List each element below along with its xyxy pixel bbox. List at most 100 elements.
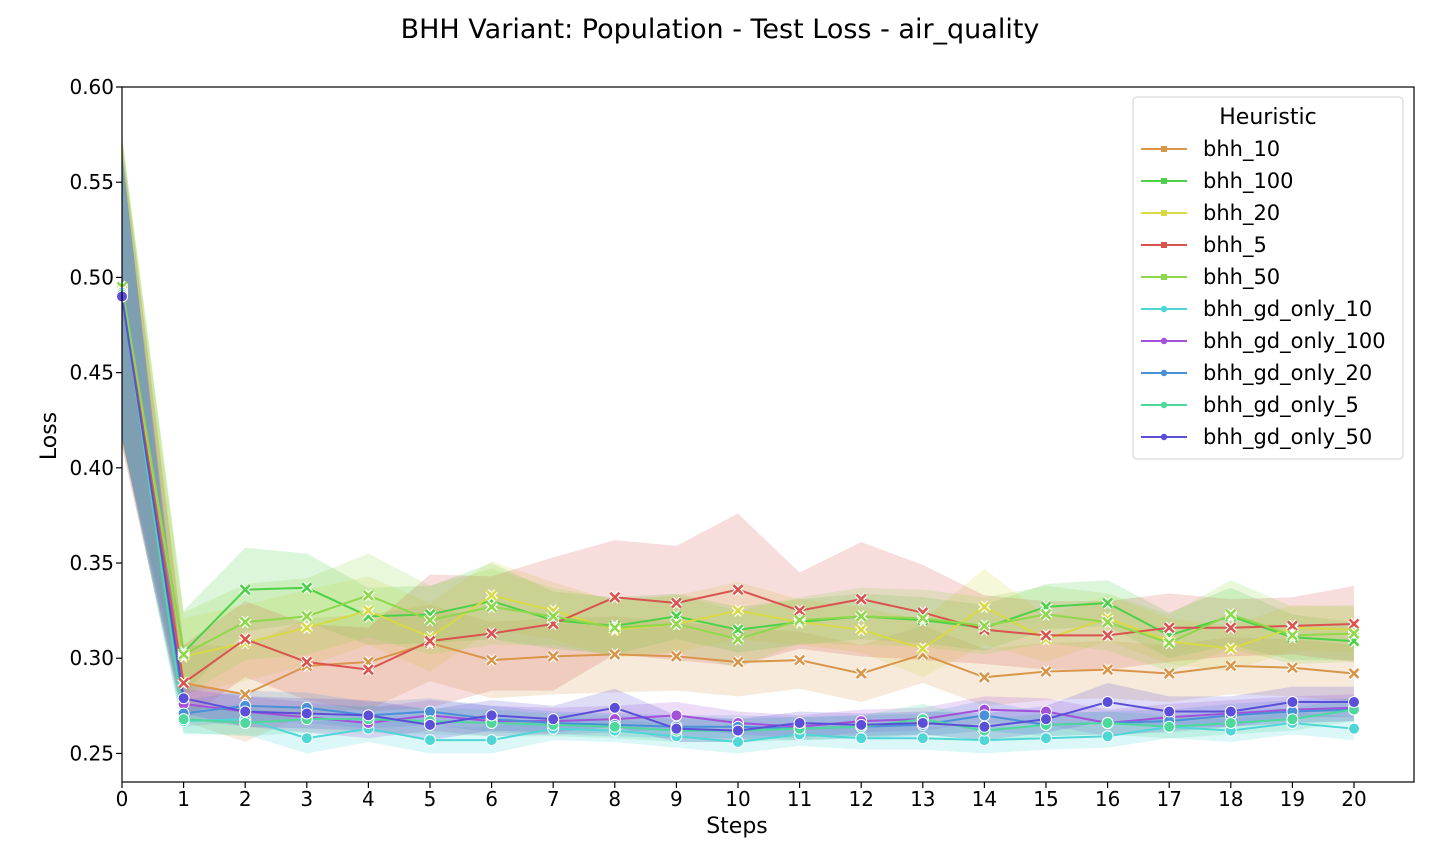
legend-marker [1160,369,1168,377]
point-bhh-gd-only-10 [916,732,929,745]
point-bhh-gd-only-50 [1101,696,1114,709]
point-bhh-5 [854,592,868,606]
legend-item-bhh-100: bhh_100 [1141,169,1294,194]
x-tick-label: 14 [972,787,997,811]
point-bhh-50 [1286,629,1299,642]
x-tick-label: 10 [725,787,750,811]
x-tick-label: 6 [485,787,498,811]
x-tick-label: 19 [1280,787,1305,811]
point-bhh-5 [177,676,190,690]
legend-label: bhh_gd_only_100 [1203,329,1386,354]
point-bhh-10 [1224,659,1238,673]
point-bhh-100 [300,581,314,595]
point-bhh-gd-only-50 [1348,696,1360,709]
legend-item-bhh-gd-only-5: bhh_gd_only_5 [1141,393,1359,418]
point-bhh-5 [1224,621,1238,635]
point-bhh-gd-only-5 [1101,716,1114,729]
point-bhh-50 [978,619,991,633]
y-tick-label: 0.45 [69,361,114,385]
point-bhh-gd-only-5 [177,713,190,726]
point-bhh-20 [300,621,314,635]
legend-label: bhh_gd_only_50 [1203,425,1372,450]
point-bhh-5 [300,655,314,669]
point-bhh-5 [1162,621,1176,635]
x-tick-label: 16 [1095,787,1120,811]
point-bhh-gd-only-50 [239,705,252,718]
legend-box [1132,96,1404,460]
point-bhh-50 [546,610,560,623]
point-bhh-50 [1224,608,1238,621]
band-bhh-100 [122,136,1354,695]
legend-marker [1161,274,1167,280]
x-tick-label: 8 [608,787,621,811]
point-bhh-10 [854,667,868,680]
x-axis-ticks: 0 1 2 3 4 5 6 7 8 9 10 11 12 13 14 15 16 17 18 19 20 [116,782,1367,811]
x-tick-label: 0 [116,787,129,811]
point-bhh-20 [731,604,745,617]
legend-items: bhh_10 bhh_100 bhh_20 bhh_5 bhh_50 bhh_gd_onl… [1141,137,1386,450]
x-tick-label: 9 [670,787,683,811]
point-bhh-10 [1347,667,1361,680]
legend-marker [1160,433,1168,441]
legend-item-bhh-10: bhh_10 [1141,137,1280,162]
point-bhh-50 [177,648,190,661]
y-axis-label: Loss [37,412,62,460]
point-bhh-10 [608,648,622,661]
point-bhh-5 [1101,629,1114,642]
point-bhh-gd-only-50 [1286,696,1299,709]
point-bhh-gd-only-50 [855,718,868,731]
point-bhh-gd-only-50 [1224,705,1237,718]
point-bhh-gd-only-50 [547,713,560,726]
legend-marker [1161,146,1167,152]
point-bhh-20 [1224,642,1238,655]
legend-title: Heuristic [1219,105,1316,130]
x-tick-label: 7 [547,787,560,811]
x-tick-label: 5 [424,787,437,811]
band-bhh-10 [122,140,1354,743]
point-bhh-gd-only-10 [1040,732,1052,745]
point-bhh-gd-only-10 [732,736,744,749]
legend-item-bhh-gd-only-100: bhh_gd_only_100 [1141,329,1386,354]
point-bhh-10 [485,653,498,667]
x-tick-label: 4 [362,787,375,811]
point-bhh-gd-only-20 [978,709,991,722]
chart-title: BHH Variant: Population - Test Loss - ai… [401,14,1040,45]
legend-item-bhh-gd-only-50: bhh_gd_only_50 [1141,425,1372,450]
point-bhh-100 [1101,596,1114,610]
point-bhh-50 [362,589,375,602]
point-bhh-10 [731,655,745,669]
point-bhh-gd-only-50 [978,720,991,733]
point-bhh-gd-only-50 [1040,713,1052,726]
point-bhh-10 [1101,663,1114,676]
x-tick-label: 2 [239,787,252,811]
point-bhh-5 [485,627,498,640]
legend-item-bhh-50: bhh_50 [1141,265,1280,290]
point-bhh-gd-only-50 [732,724,744,737]
point-bhh-gd-only-50 [793,716,806,729]
point-bhh-50 [916,611,930,625]
point-bhh-20 [978,600,991,614]
point-bhh-50 [608,621,622,635]
point-bhh-5 [423,634,437,648]
axes: 0 1 2 3 4 5 6 7 8 9 10 11 12 13 14 15 16 17 18 19 20 0.250.3… [69,75,1415,811]
point-bhh-50 [854,610,868,623]
x-tick-label: 18 [1218,787,1243,811]
point-bhh-gd-only-5 [239,716,252,729]
point-bhh-5 [1347,617,1361,631]
point-bhh-gd-only-10 [424,734,436,747]
band-bhh-5 [122,142,1354,722]
x-tick-label: 1 [177,787,190,811]
x-tick-label: 3 [300,787,313,811]
legend-label: bhh_20 [1203,201,1280,226]
point-bhh-50 [485,600,498,614]
legend-label: bhh_5 [1203,233,1267,258]
point-bhh-gd-only-50 [300,707,313,720]
point-bhh-50 [793,613,806,627]
point-bhh-gd-only-50 [608,701,621,714]
y-tick-label: 0.40 [69,456,114,480]
plot-frame [121,86,1415,783]
legend-marker [1161,242,1167,248]
point-bhh-5 [362,663,375,676]
point-bhh-50 [1039,608,1053,621]
point-bhh-20 [916,642,930,655]
